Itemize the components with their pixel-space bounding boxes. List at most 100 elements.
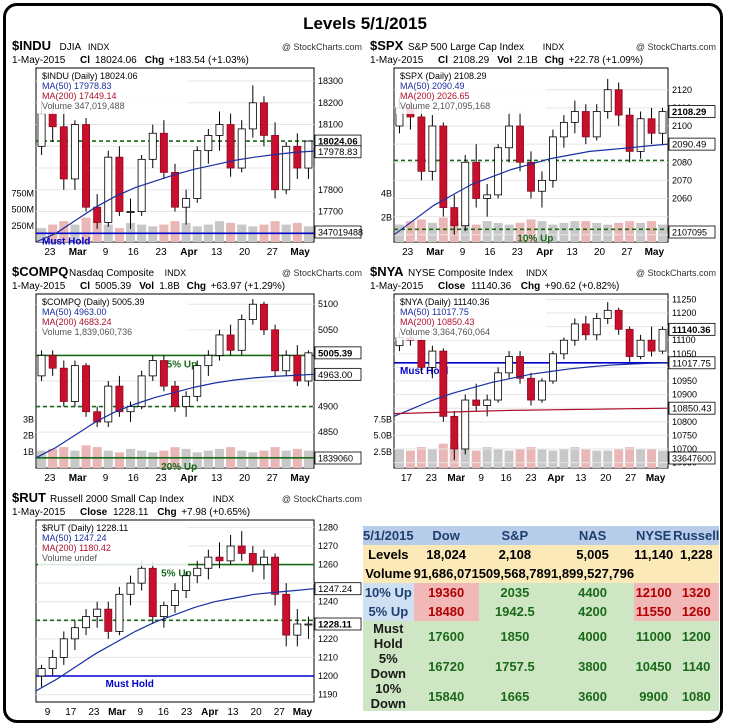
chart-chg-value: +90.62 (+0.82%)	[545, 281, 620, 292]
x-tick-label: 23	[44, 473, 56, 484]
table-cell: 1320	[673, 583, 720, 602]
chart-index-name: Nasdaq Composite	[69, 268, 154, 279]
candle-body	[472, 399, 481, 406]
y-tick-label: 5100	[318, 299, 338, 309]
chart-chg-value: +63.97 (+1.29%)	[211, 281, 286, 292]
x-tick-label: May	[645, 247, 665, 258]
price-tag-box	[668, 105, 716, 118]
legend-box	[38, 70, 188, 114]
candle-body	[248, 303, 257, 320]
legend-entry: MA(200) 10850.43	[400, 317, 475, 327]
volume-tick-label: 2.5B	[373, 447, 392, 457]
chart-symbol: $INDU	[12, 38, 51, 53]
table-cell: 3800	[550, 651, 635, 681]
legend-entry: Volume 347,019,488	[42, 101, 125, 111]
candle-body	[215, 556, 224, 562]
candle-body	[93, 206, 102, 223]
candle-body	[282, 145, 291, 191]
table-row: Volume 91,686,071 509,568,789 1,899,527,796	[363, 564, 720, 583]
volume-bar	[548, 224, 558, 242]
candle-body	[516, 356, 524, 379]
volume-tick-label: 2B	[23, 431, 34, 441]
candle-body	[159, 132, 168, 173]
volume-bar	[438, 443, 448, 468]
candle-body	[570, 323, 579, 341]
candle-body	[570, 111, 579, 123]
candle-body	[505, 356, 513, 374]
volume-bar	[482, 221, 492, 242]
ma50-line	[35, 373, 315, 459]
volume-bar	[37, 450, 47, 468]
x-tick-label: 13	[211, 473, 223, 484]
table-row: Levels 18,024 2,108 5,005 11,140 1,228	[363, 545, 720, 564]
table-cell: 1757.5	[478, 651, 551, 681]
level-label: 25% Up	[161, 359, 197, 370]
x-tick-label: 23	[512, 247, 524, 258]
table-row-label: 10% Down	[363, 681, 414, 711]
price-tag-box	[314, 617, 362, 631]
candle-body	[115, 156, 124, 212]
y-tick-label: 2100	[672, 121, 692, 131]
chart-exchange: INDX	[526, 268, 548, 278]
table-cell: 1850	[478, 621, 551, 651]
table-cell: 1,899,527,796	[550, 564, 635, 583]
y-tick-label: 1210	[318, 652, 338, 662]
chart-exchange: INDX	[88, 42, 110, 52]
volume-bar	[70, 450, 80, 468]
volume-bar	[395, 448, 404, 468]
price-tag-box	[668, 137, 716, 151]
level-label: 10% Up	[517, 233, 553, 244]
volume-bar	[281, 450, 291, 468]
x-tick-label: 9	[103, 247, 109, 258]
candle-body	[581, 323, 590, 336]
y-tick-label: 1190	[318, 690, 337, 700]
table-cell: 3600	[550, 681, 635, 711]
legend-entry: MA(200) 4683.24	[42, 317, 112, 327]
legend-entry: MA(50) 2090.49	[400, 81, 465, 91]
x-tick-label: 13	[211, 247, 223, 258]
candle-body	[137, 567, 146, 584]
volume-tag-box	[314, 451, 362, 465]
price-tag: 10850.43	[672, 404, 712, 415]
price-tag-box	[668, 322, 716, 336]
candle-body	[182, 395, 191, 407]
chart-close-label: Close	[80, 507, 108, 518]
candle-body	[293, 145, 302, 169]
volume-bar	[181, 222, 191, 242]
x-tick-label: May	[646, 473, 666, 484]
candle-body	[505, 125, 513, 149]
candle-body	[494, 147, 503, 196]
candle-body	[82, 124, 90, 208]
table-cell: 10450	[634, 651, 674, 681]
y-tick-label: 2060	[672, 194, 692, 204]
candle-body	[559, 339, 568, 355]
x-tick-label: May	[290, 247, 310, 258]
chart-symbol: $NYA	[370, 264, 404, 279]
volume-bar	[636, 448, 646, 468]
x-tick-label: 27	[621, 247, 633, 258]
chart-watermark: @ StockCharts.com	[282, 42, 362, 52]
table-cell: 5,005	[550, 545, 635, 564]
x-tick-label: Apr	[547, 473, 564, 484]
candle-body	[559, 121, 568, 138]
x-tick-label: 23	[156, 473, 168, 484]
volume-tick-label: 7.5B	[373, 414, 392, 424]
candle-body	[182, 198, 191, 208]
candle-body	[70, 365, 79, 402]
chart-vol-value: 2.1B	[517, 55, 538, 66]
volume-tag-box	[314, 225, 362, 239]
candle-body	[126, 211, 135, 213]
x-tick-label: 27	[267, 247, 279, 258]
volume-bar	[81, 445, 91, 468]
x-tick-label: 23	[426, 473, 438, 484]
chart-close-label: Close	[438, 281, 466, 292]
volume-bar	[526, 219, 536, 242]
x-tick-label: 23	[88, 707, 100, 718]
price-tag-box	[314, 346, 362, 360]
y-tick-label: 1280	[318, 522, 338, 532]
legend-entry: Volume undef	[42, 553, 98, 563]
volume-tag-box	[668, 451, 716, 465]
volume-bar	[59, 221, 69, 242]
y-tick-label: 1260	[318, 560, 338, 570]
candle-body	[226, 545, 235, 562]
